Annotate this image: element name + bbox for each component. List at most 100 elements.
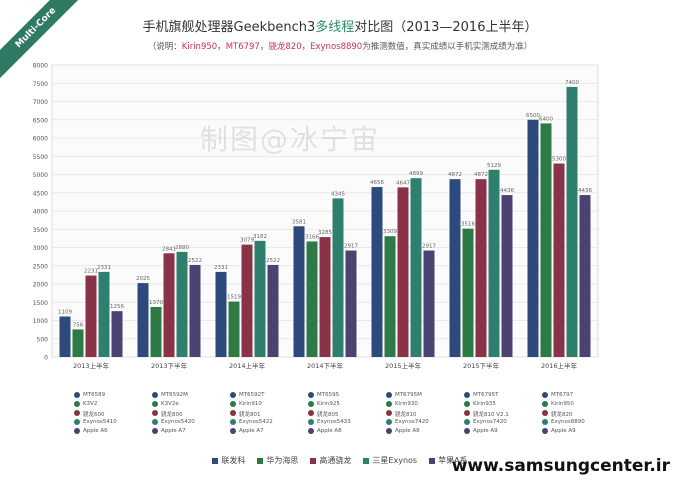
subtitle-suffix: 为推测数值，真实成绩以手机实测成绩为准）	[362, 42, 533, 52]
chip-marker	[74, 419, 80, 425]
y-tick-label: 8000	[33, 63, 48, 70]
y-tick-label: 5500	[33, 154, 48, 161]
bar-value-label: 3516	[461, 222, 475, 228]
bar-value-label: 6500	[526, 113, 540, 119]
chip-marker	[386, 410, 392, 416]
title-highlight: 多线程	[315, 20, 355, 35]
y-tick-label: 500	[37, 336, 49, 343]
bar-value-label: 3182	[253, 234, 267, 240]
bar-value-label: 5300	[552, 157, 566, 163]
y-tick-label: 7500	[33, 81, 48, 88]
y-tick-label: 0	[44, 355, 48, 362]
chip-marker	[74, 428, 80, 434]
chip-name: Kirin925	[317, 400, 340, 407]
y-tick-label: 6500	[33, 117, 48, 124]
bar	[267, 264, 279, 357]
bar-value-label: 4345	[331, 191, 345, 197]
chip-name: Kirin910	[239, 400, 262, 407]
legend-swatch	[363, 457, 370, 464]
chip-name: MT6795M	[395, 391, 422, 398]
bar-value-label: 3079	[240, 238, 254, 244]
bar-value-label: 2880	[175, 245, 189, 251]
chip-marker	[74, 392, 80, 398]
bar-value-label: 2917	[344, 244, 358, 250]
chip-marker	[230, 428, 236, 434]
bar-value-label: 2917	[422, 244, 436, 250]
bar-value-label: 2522	[188, 258, 202, 264]
series-legend: 联发科 华为海思 高通骁龙 三星Exynos 苹果A系	[0, 455, 680, 466]
chip-marker	[464, 392, 470, 398]
chip-name: Apple A7	[239, 427, 264, 434]
chip-name: Apple A8	[317, 427, 342, 434]
bar-value-label: 756	[73, 322, 84, 328]
bar	[72, 329, 84, 357]
chip-name: MT6595	[317, 391, 340, 398]
chip-name: Exynos7420	[395, 418, 429, 425]
chip-marker	[386, 392, 392, 398]
title-prefix: 手机旗舰处理器Geekbench3	[142, 20, 316, 35]
bar	[241, 244, 253, 357]
chip-name: K3V2e	[161, 400, 179, 407]
chip-name: 骁龙600	[83, 411, 105, 418]
bar-value-label: 3166	[305, 234, 319, 240]
y-tick-label: 3000	[33, 245, 48, 252]
bar	[98, 271, 110, 357]
legend-swatch	[257, 457, 264, 464]
chip-name: MT6795T	[473, 391, 499, 398]
y-tick-label: 4000	[33, 209, 48, 216]
legend-label: 高通骁龙	[319, 456, 352, 465]
bar-value-label: 1256	[110, 304, 124, 310]
bar-value-label: 1370	[149, 300, 163, 306]
bar-value-label: 2331	[214, 265, 228, 271]
bar	[111, 311, 123, 357]
chip-marker	[152, 410, 158, 416]
title-suffix: 对比图（2013—2016上半年）	[354, 20, 538, 35]
chip-marker	[542, 401, 548, 407]
legend-label: 联发科	[221, 456, 246, 465]
chip-name: Kirin950	[551, 400, 574, 407]
chip-name: Apple A6	[83, 427, 108, 434]
chip-name: Exynos5420	[161, 418, 195, 425]
subtitle-item-3: Exynos8890	[310, 42, 363, 52]
bar	[449, 179, 461, 357]
bar-value-label: 4436	[500, 188, 514, 194]
chip-marker	[230, 401, 236, 407]
legend-label: 苹果A系	[438, 456, 468, 465]
chip-marker	[464, 428, 470, 434]
bar	[579, 195, 591, 357]
site-watermark: www.samsungcenter.ir	[451, 456, 670, 476]
chip-marker	[74, 401, 80, 407]
bar	[423, 250, 435, 357]
legend-item: 三星Exynos	[363, 455, 417, 466]
chip-name: Exynos7420	[473, 418, 507, 425]
bar	[59, 316, 71, 357]
chip-name: MT6592T	[239, 391, 265, 398]
bar-value-label: 4872	[448, 172, 462, 178]
bar	[332, 198, 344, 357]
legend-label: 三星Exynos	[372, 456, 418, 465]
bar-value-label: 2025	[136, 276, 150, 282]
bar	[527, 119, 539, 357]
bar-value-label: 3285	[318, 230, 332, 236]
watermark: 制图@冰宁宙	[200, 123, 381, 156]
subtitle-prefix: （说明：	[147, 42, 182, 52]
chip-marker	[230, 419, 236, 425]
bar-value-label: 1109	[58, 310, 72, 316]
bar	[410, 178, 422, 357]
bar	[462, 228, 474, 357]
chip-name: 骁龙820	[551, 411, 573, 418]
x-tick-label: 2015下半年	[463, 361, 500, 370]
chip-name: 骁龙810 V2.1	[473, 411, 509, 418]
bar-value-label: 4872	[474, 172, 488, 178]
chart-subtitle: （说明：Kirin950，MT6797，骁龙820，Exynos8890为推测数…	[147, 42, 533, 52]
y-tick-label: 2000	[33, 282, 48, 289]
bar	[189, 264, 201, 357]
chip-name: K3V2	[83, 400, 98, 407]
subtitle-item-2: 骁龙820	[268, 42, 302, 52]
chip-marker	[152, 419, 158, 425]
bar	[176, 251, 188, 357]
bar	[540, 123, 552, 358]
bar-value-label: 2331	[97, 265, 111, 271]
bar	[345, 250, 357, 357]
x-tick-label: 2014下半年	[307, 361, 344, 370]
